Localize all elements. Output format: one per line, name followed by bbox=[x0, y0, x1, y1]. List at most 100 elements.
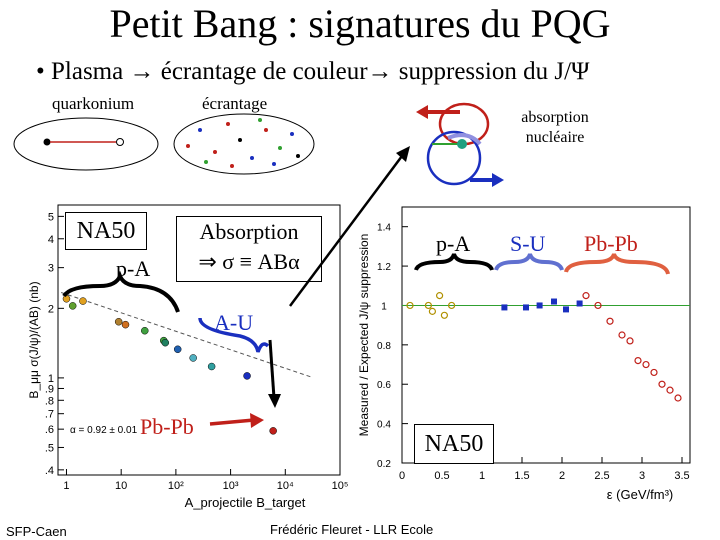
right-data-point bbox=[674, 394, 682, 402]
na50-box-right: NA50 bbox=[414, 424, 494, 464]
right-xtick-label: 2.5 bbox=[594, 470, 609, 482]
right-xtick-label: 1.5 bbox=[514, 470, 529, 482]
left-ytick-label: 2 bbox=[48, 303, 54, 315]
label-PbPb-right: Pb-Pb bbox=[584, 231, 638, 256]
right-data-point bbox=[618, 331, 626, 339]
left-data-point bbox=[121, 320, 130, 329]
brace-SU bbox=[494, 253, 564, 271]
left-ytick-label: 3 bbox=[48, 263, 54, 275]
left-data-point bbox=[79, 297, 87, 305]
label-PbPb-left: Pb-Pb bbox=[140, 414, 194, 439]
left-ytick-label: .6 bbox=[45, 424, 54, 436]
left-data-point bbox=[161, 338, 170, 347]
na50-box: NA50 bbox=[65, 212, 147, 250]
right-plot-frame bbox=[401, 206, 691, 464]
left-xtick-label: 10⁴ bbox=[277, 480, 294, 492]
right-data-point bbox=[563, 306, 569, 313]
right-data-point bbox=[435, 292, 444, 300]
slide-title: Petit Bang : signatures du PQG bbox=[109, 1, 611, 46]
right-ytick-label: 1 bbox=[381, 301, 387, 312]
right-data-point bbox=[447, 301, 456, 310]
label-ecrantage: écrantage bbox=[202, 94, 268, 113]
right-xtick-label: 2 bbox=[559, 470, 565, 482]
right-data-point bbox=[666, 386, 674, 394]
brace-pA-right bbox=[414, 253, 494, 271]
footer-left: SFP-Caen bbox=[6, 524, 67, 539]
right-data-point bbox=[536, 302, 543, 309]
right-ytick-label: 1.4 bbox=[377, 223, 391, 234]
right-data-point bbox=[440, 311, 449, 319]
right-data-point bbox=[658, 380, 666, 388]
right-ytick-label: 0.2 bbox=[377, 459, 391, 470]
footer-center: Frédéric Fleuret - LLR Ecole bbox=[270, 522, 434, 537]
left-xtick-label: 1 bbox=[63, 480, 69, 492]
right-xtick-label: 3.5 bbox=[674, 470, 689, 482]
left-xtick-label: 10³ bbox=[223, 480, 239, 492]
right-data-point bbox=[642, 360, 650, 369]
left-data-point bbox=[243, 372, 251, 380]
brace-pA-left bbox=[62, 270, 180, 313]
left-data-point bbox=[114, 317, 123, 326]
screening-dots bbox=[186, 118, 300, 168]
left-ytick-label: 5 bbox=[48, 211, 54, 223]
left-xtick-label: 10 bbox=[115, 480, 127, 492]
right-data-point bbox=[634, 357, 642, 365]
label-absorption-nucleaire: absorption nucléaire bbox=[521, 109, 589, 146]
left-ytick-label: .9 bbox=[45, 383, 54, 395]
absorption-line2: ⇒ σ ≡ ABα bbox=[198, 249, 300, 274]
left-data-point bbox=[173, 345, 182, 354]
left-ytick-label: .5 bbox=[45, 442, 54, 454]
bullet-text: • Plasma → écrantage de couleur→ suppres… bbox=[36, 58, 590, 85]
antiquark-dot bbox=[116, 138, 124, 146]
label-pA-right: p-A bbox=[436, 231, 471, 256]
right-chart: 1.4 1.2 1 0.8 0.6 0.4 0.2 0 0.5 1 1.5 2 2.5 3 3.5ε (Ge… bbox=[357, 206, 691, 502]
absorption-line1: Absorption bbox=[199, 219, 299, 244]
arrow-pbpb bbox=[209, 418, 255, 426]
label-SU: S-U bbox=[510, 231, 546, 256]
right-data-point bbox=[428, 307, 437, 315]
left-data-point bbox=[269, 427, 277, 435]
left-fit-annotation: α = 0.92 ± 0.01 bbox=[70, 425, 138, 436]
right-data-point bbox=[594, 301, 602, 310]
right-data-point bbox=[406, 301, 414, 310]
right-xtick-label: 0.5 bbox=[434, 470, 449, 482]
left-xtick-label: 10⁵ bbox=[332, 480, 349, 492]
left-xlabel: A_projectile B_target bbox=[185, 495, 306, 510]
ecrantage-ellipse bbox=[173, 113, 315, 175]
quarkonium-ellipse bbox=[13, 117, 159, 171]
left-data-point bbox=[68, 302, 77, 310]
right-data-point bbox=[551, 298, 557, 305]
left-ytick-label: .4 bbox=[45, 465, 54, 477]
right-data-point bbox=[606, 317, 614, 325]
right-ytick-label: 0.4 bbox=[377, 420, 391, 431]
green-dot bbox=[457, 139, 467, 149]
left-xtick-label: 10² bbox=[168, 480, 184, 492]
right-data-point bbox=[626, 337, 634, 345]
right-data-point bbox=[424, 301, 433, 310]
right-ytick-label: 1.2 bbox=[377, 262, 391, 273]
left-ytick-label: 4 bbox=[48, 234, 54, 246]
right-xlabel: ε (GeV/fm³) bbox=[607, 487, 673, 502]
brace-AU bbox=[198, 317, 270, 353]
quark-dot bbox=[43, 138, 51, 146]
left-data-point bbox=[207, 362, 216, 371]
right-data-point bbox=[650, 368, 658, 377]
right-ytick-label: 0.8 bbox=[377, 341, 391, 352]
right-xtick-label: 3 bbox=[639, 470, 645, 482]
left-ylabel: B_μμ σ(J/ψ)/(AB) (nb) bbox=[27, 281, 41, 398]
right-ytick-label: 0.6 bbox=[377, 380, 391, 391]
left-ytick-label: 1 bbox=[48, 373, 54, 385]
left-data-point bbox=[189, 354, 197, 362]
arrow-to-diagram bbox=[288, 155, 404, 307]
blue-circle bbox=[426, 130, 482, 186]
left-data-point bbox=[141, 326, 149, 335]
right-data-point bbox=[501, 304, 508, 311]
right-data-point bbox=[576, 300, 583, 307]
arrow-down bbox=[268, 339, 276, 399]
right-xtick-label: 0 bbox=[399, 470, 405, 482]
schematic-diagrams bbox=[13, 102, 504, 187]
brace-PbPb bbox=[564, 253, 670, 275]
right-ylabel: Measured / Expected J/ψ suppression bbox=[357, 234, 371, 437]
